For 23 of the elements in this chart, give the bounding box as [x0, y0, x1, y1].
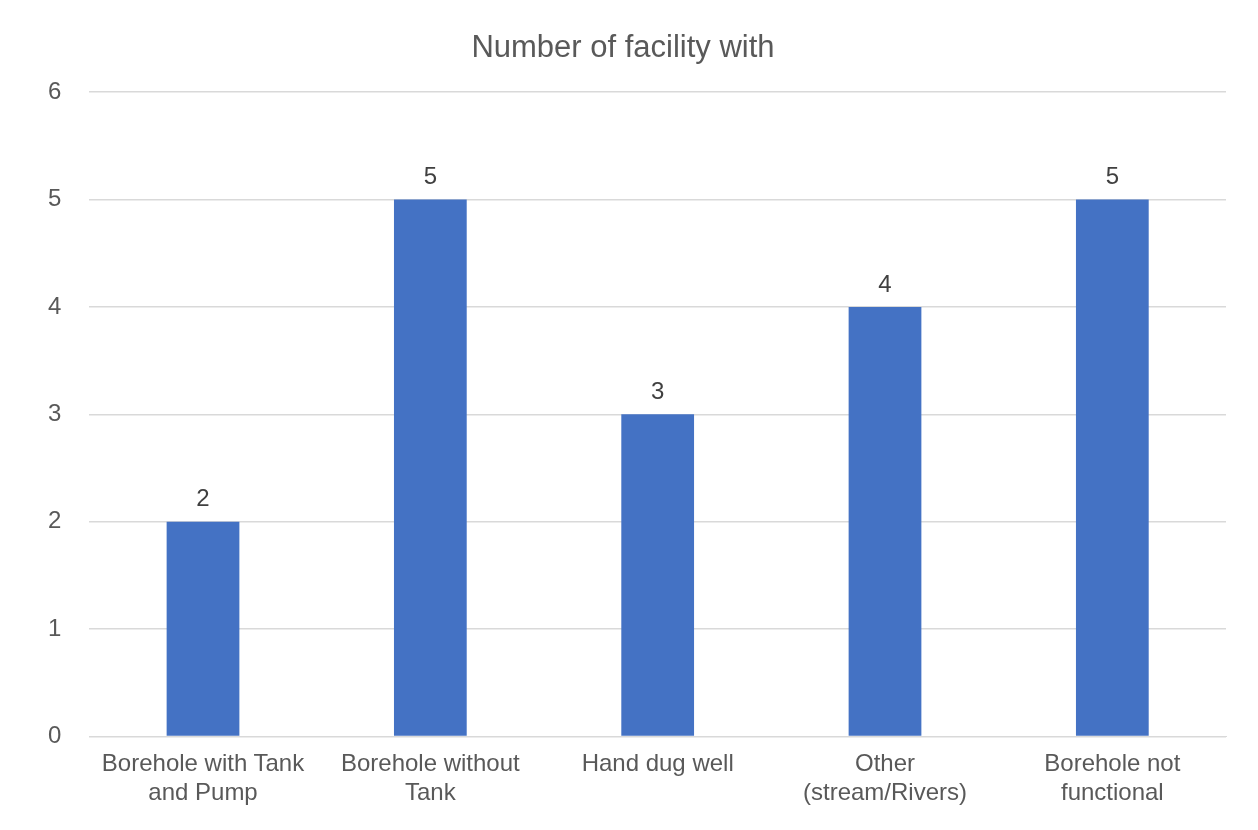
- y-tick-label: 1: [47, 613, 62, 641]
- bar: [393, 199, 467, 736]
- y-tick-label: 3: [47, 398, 62, 426]
- bar: [621, 414, 695, 736]
- data-label: 5: [1105, 162, 1120, 190]
- y-tick-label: 4: [47, 291, 62, 319]
- y-tick-label: 6: [47, 76, 62, 104]
- bar: [1075, 199, 1149, 736]
- y-tick-label: 2: [47, 506, 62, 534]
- x-tick-label: Hand dug well: [581, 749, 734, 777]
- data-label: 2: [196, 484, 210, 512]
- y-tick-label: 5: [47, 184, 62, 212]
- x-tick-label: Borehole without Tank: [340, 749, 521, 806]
- bar: [166, 521, 240, 736]
- data-label: 5: [423, 162, 438, 190]
- chart-title: Number of facility with: [471, 29, 775, 65]
- x-tick-label: Other (stream/Rivers): [803, 749, 968, 806]
- x-tick-label: Borehole not functional: [1044, 749, 1181, 806]
- data-label: 4: [878, 269, 892, 297]
- y-tick-label: 0: [47, 721, 62, 749]
- bar: [848, 306, 922, 736]
- x-tick-label: Borehole with Tank and Pump: [101, 749, 306, 806]
- data-label: 3: [650, 376, 665, 404]
